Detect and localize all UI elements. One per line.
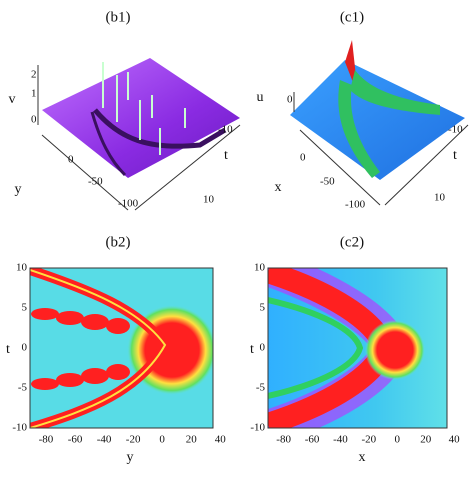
tick-label: 10	[203, 194, 215, 206]
tick-label: 10	[254, 262, 266, 274]
panel-c1: (c1) u x t 0 0 -50 -100 -10 10	[257, 9, 469, 211]
panel-label: (b2)	[106, 234, 131, 250]
axis	[41, 134, 129, 211]
tick-label: -50	[320, 176, 335, 188]
tick-label: -100	[118, 198, 139, 210]
tick-label: -10	[250, 422, 265, 434]
panel-label: (c1)	[340, 9, 364, 25]
tick-label: -60	[68, 434, 83, 446]
panel-label: (b1)	[106, 9, 131, 25]
panel-b1: (b1) v y t 2 1 0 0 -50 -100 -10 10	[9, 9, 241, 211]
tick-label: -5	[18, 382, 28, 394]
spikes	[102, 62, 186, 155]
tick-label: -50	[88, 176, 103, 188]
tick-label: -10	[218, 124, 233, 136]
axis-label: v	[9, 92, 16, 107]
tick-label: -20	[126, 434, 141, 446]
tick-label: 10	[16, 262, 28, 274]
tick-label: 0	[395, 434, 401, 446]
tick-labels: 10 5 0 -5 -10 -80 -60 -40 -20 0 20 40 10 5 0 -5 -10 -80 -6…	[12, 262, 460, 446]
axis	[134, 124, 241, 211]
tick-label: -20	[362, 434, 377, 446]
tick-label: -5	[256, 382, 266, 394]
soliton-ridge	[93, 108, 227, 149]
tick-label: 5	[260, 302, 266, 314]
tick-label: 2	[31, 69, 37, 81]
tick-label: 0	[260, 342, 266, 354]
tick-label: 0	[22, 342, 28, 354]
tick-label: 10	[434, 192, 446, 204]
tick-label: 0	[287, 94, 293, 106]
tick-label: 0	[68, 154, 74, 166]
axis-label: y	[127, 450, 134, 465]
panel-b2: (b2) t y	[6, 234, 214, 465]
axis-label: t	[453, 148, 457, 163]
tick-label: 40	[449, 434, 461, 446]
ridge	[338, 80, 380, 178]
tick-label: -100	[345, 199, 366, 211]
tick-label: 1	[31, 88, 37, 100]
soliton-ridge	[90, 111, 127, 177]
frame	[29, 267, 214, 429]
axis	[384, 124, 469, 206]
tick-label: 5	[22, 302, 28, 314]
tick-label: -10	[448, 124, 463, 136]
axis-label: x	[275, 180, 282, 195]
panel-label: (c2)	[340, 234, 364, 250]
tick-label: 0	[300, 152, 306, 164]
tick-label: -60	[305, 434, 320, 446]
axis	[299, 129, 381, 206]
tick-label: -80	[276, 434, 291, 446]
tick-label: -80	[39, 434, 54, 446]
axis-label: t	[224, 148, 228, 163]
axis-label: u	[257, 90, 264, 105]
surface	[290, 60, 465, 180]
tick-label: 0	[31, 114, 37, 126]
tick-label: 0	[159, 434, 165, 446]
tick-label: -40	[333, 434, 348, 446]
tick-label: 20	[186, 434, 198, 446]
tick-label: 40	[215, 434, 227, 446]
density	[268, 268, 425, 428]
tick-label: -40	[97, 434, 112, 446]
axis-label: t	[250, 342, 254, 357]
frame	[267, 267, 448, 429]
panel-c2: (c2) t x	[250, 234, 448, 465]
density	[30, 268, 213, 428]
axis-label: y	[15, 182, 22, 197]
axis-label: t	[6, 342, 10, 357]
ridge	[350, 70, 440, 115]
axis-label: x	[359, 450, 366, 465]
tick-label: -10	[12, 422, 27, 434]
tick-label: 20	[420, 434, 432, 446]
